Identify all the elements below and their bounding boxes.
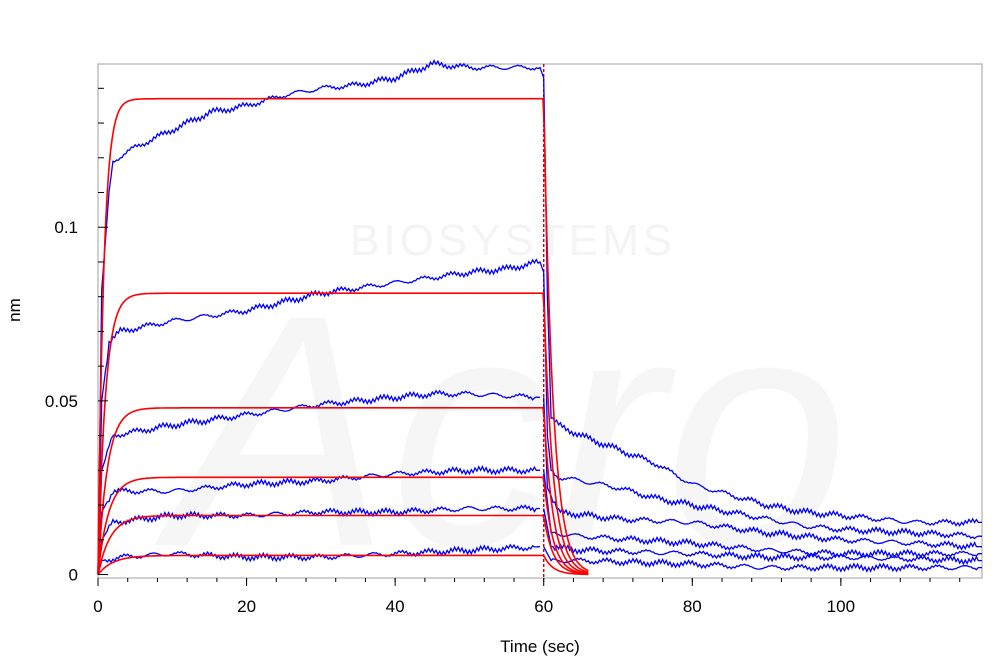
fit-curve-15 [97,476,589,575]
measured-series-9 [543,470,982,559]
x-tick-label: 80 [683,597,702,616]
y-tick-label: 0 [69,566,78,585]
x-axis-title: Time (sec) [500,637,580,656]
measured-series-4 [97,504,540,575]
watermark-subtitle: BIOSYSTEMS [350,216,676,265]
measured-series-10 [543,508,982,566]
fit-curve-14 [97,407,589,575]
y-tick-label: 0.05 [45,392,78,411]
plot-area [97,63,983,579]
x-tick-label: 100 [827,597,855,616]
measured-series-0 [97,59,545,575]
fit-curve-17 [97,554,589,576]
measured-series-3 [97,465,540,575]
x-tick-label: 40 [386,597,405,616]
measured-series-8 [543,397,983,551]
measured-series-5 [97,543,541,575]
measured-series-1 [97,258,545,575]
measured-series-6 [543,77,982,527]
fit-curve-16 [97,514,589,575]
measured-series-11 [543,546,982,573]
x-tick-label: 60 [534,597,553,616]
x-tick-label: 0 [93,597,102,616]
y-axis-title: nm [5,298,24,322]
fit-curve-13 [97,292,589,575]
measured-series-2 [97,389,541,575]
fit-curve-12 [97,97,589,575]
axes: 0 20 40 60 80 100 0 0.05 0.1 [45,87,961,616]
chart-marks [97,59,983,578]
measured-series-7 [543,272,983,540]
y-tick-label: 0.1 [54,218,78,237]
x-tick-label: 20 [237,597,256,616]
